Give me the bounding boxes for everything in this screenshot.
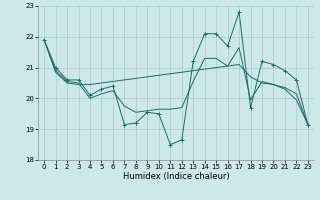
X-axis label: Humidex (Indice chaleur): Humidex (Indice chaleur)	[123, 172, 229, 181]
